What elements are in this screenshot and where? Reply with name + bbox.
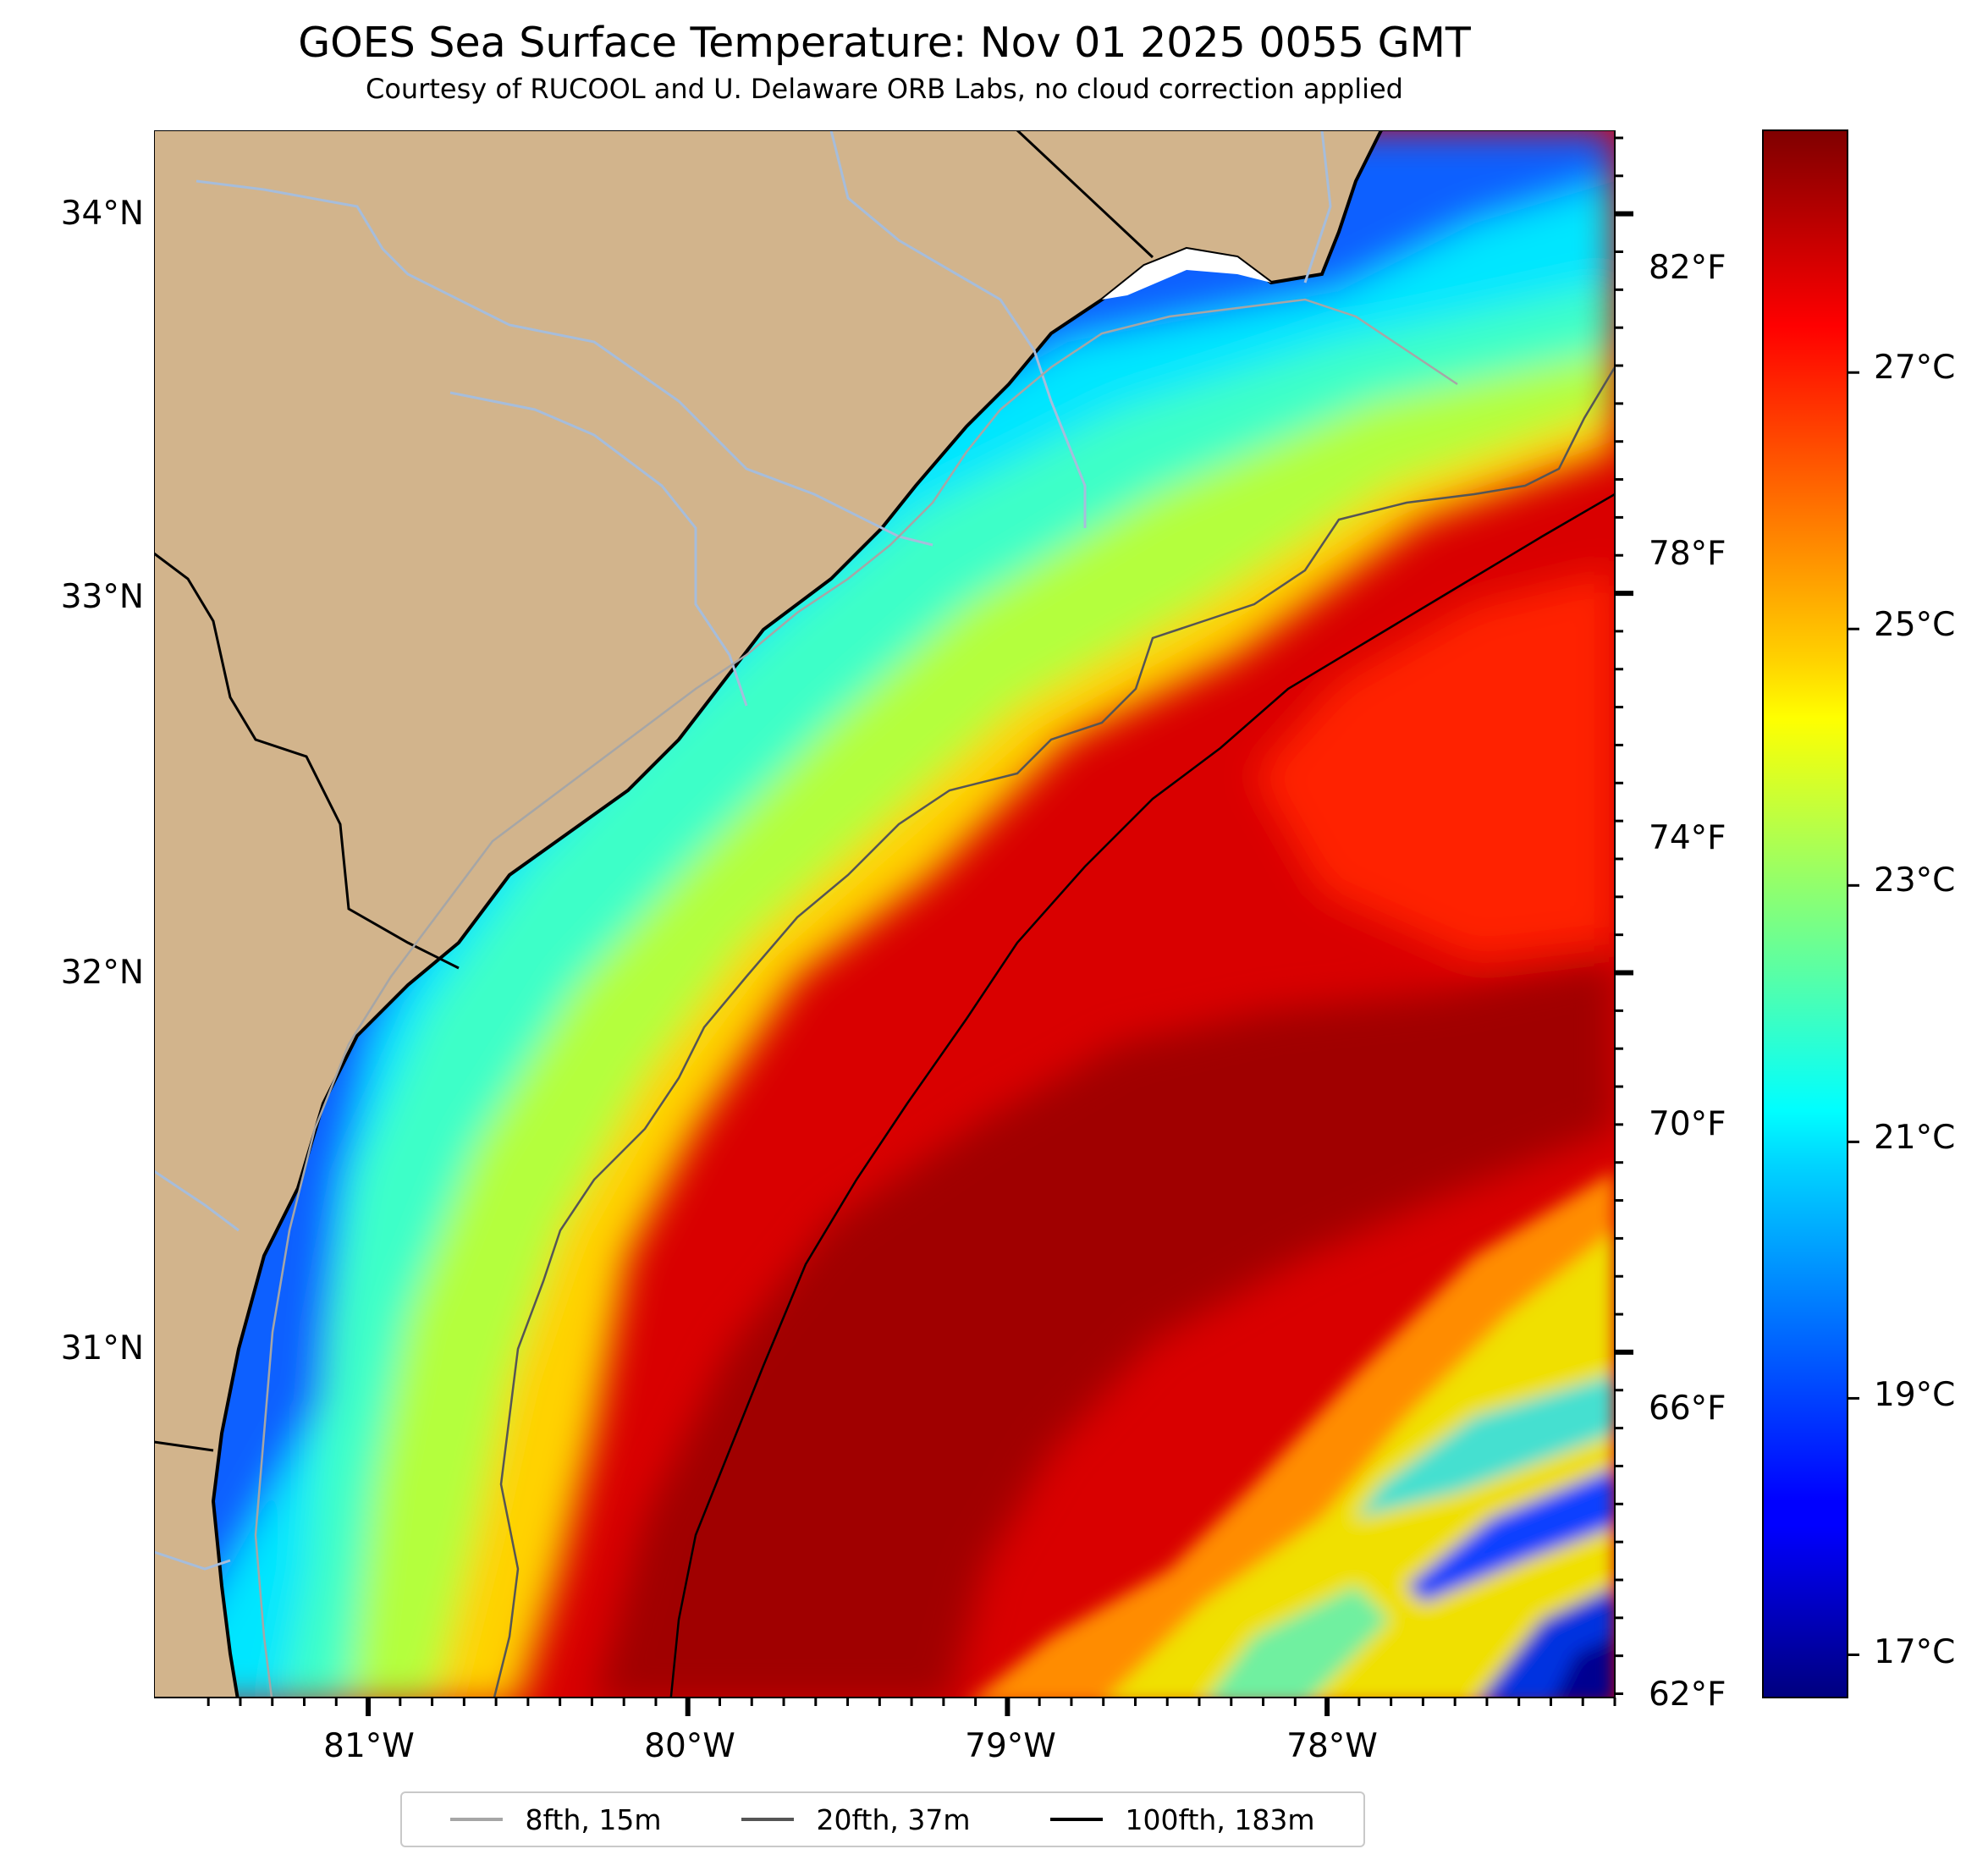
fahrenheit-label-82: 82°F — [1649, 249, 1726, 287]
legend-line-8fth — [450, 1818, 504, 1821]
contour-20fth — [493, 366, 1615, 1698]
lon-label-80w: 80°W — [644, 1727, 735, 1765]
eddy-streak-cyan — [1356, 1374, 1615, 1518]
lon-label-79w: 79°W — [965, 1727, 1056, 1765]
celsius-label-25: 25°C — [1874, 606, 1956, 644]
map-title: GOES Sea Surface Temperature: Nov 01 202… — [298, 19, 1471, 67]
warm-offshore — [1254, 570, 1615, 960]
lon-ticks — [207, 1698, 1616, 1716]
lat-ticks — [1615, 136, 1633, 1696]
celsius-label-23: 23°C — [1874, 861, 1956, 900]
fahrenheit-label-66: 66°F — [1649, 1389, 1726, 1428]
eddy-streak-blue — [1407, 1467, 1615, 1603]
lat-label-34n-text: 34°N — [60, 195, 144, 233]
legend-line-100fth — [1050, 1818, 1104, 1821]
land — [154, 130, 1381, 1698]
celsius-label-17: 17°C — [1874, 1633, 1956, 1671]
lat-label-33n-text: 33°N — [60, 578, 144, 616]
contour-8fth — [254, 298, 1458, 1698]
celsius-label-21: 21°C — [1874, 1119, 1956, 1157]
legend-item-20fth: 20fth, 37m — [741, 1803, 970, 1836]
legend-line-20fth — [741, 1818, 795, 1821]
lat-label-31n-text: 31°N — [60, 1329, 144, 1367]
sst-map: 81°W 80°W 79°W 78°W — [154, 130, 1633, 1765]
fahrenheit-label-78: 78°F — [1649, 535, 1726, 573]
fahrenheit-label-70: 70°F — [1649, 1105, 1726, 1143]
bathymetry-legend: 8fth, 15m 20fth, 37m 100fth, 183m — [400, 1791, 1365, 1847]
contour-100fth — [669, 493, 1615, 1698]
lat-labels-left: 34°N 33°N 32°N 31°N — [0, 0, 144, 1871]
lon-label-81w: 81°W — [323, 1727, 415, 1765]
eddy-streak-navy — [1554, 1637, 1615, 1698]
celsius-ticks — [1848, 371, 1859, 1656]
legend-label-100fth: 100fth, 183m — [1125, 1802, 1315, 1836]
state-boundaries — [154, 130, 1154, 1452]
plot-frame — [154, 130, 1616, 1698]
eddy-streak-green — [1209, 1586, 1390, 1698]
rivers — [154, 130, 1332, 1571]
nodata-strip — [1102, 249, 1271, 300]
eddy-region-yellow — [1109, 1230, 1615, 1698]
legend-item-100fth: 100fth, 183m — [1050, 1803, 1314, 1836]
legend-label-20fth: 20fth, 37m — [816, 1802, 971, 1836]
fahrenheit-label-74: 74°F — [1649, 819, 1726, 857]
celsius-label-27: 27°C — [1874, 349, 1956, 387]
lat-label-32n-text: 32°N — [60, 954, 144, 992]
legend-label-8fth: 8fth, 15m — [525, 1802, 662, 1836]
map-subtitle: Courtesy of RUCOOL and U. Delaware ORB L… — [366, 73, 1403, 105]
colorbar — [1762, 129, 1859, 1698]
gulf-stream-core — [596, 960, 1615, 1698]
colorbar-gradient — [1762, 129, 1848, 1698]
fahrenheit-label-62: 62°F — [1649, 1676, 1726, 1714]
legend-item-8fth: 8fth, 15m — [450, 1802, 662, 1836]
celsius-label-19: 19°C — [1874, 1376, 1956, 1414]
coastline — [211, 130, 1383, 1698]
lon-label-78w: 78°W — [1286, 1727, 1378, 1765]
